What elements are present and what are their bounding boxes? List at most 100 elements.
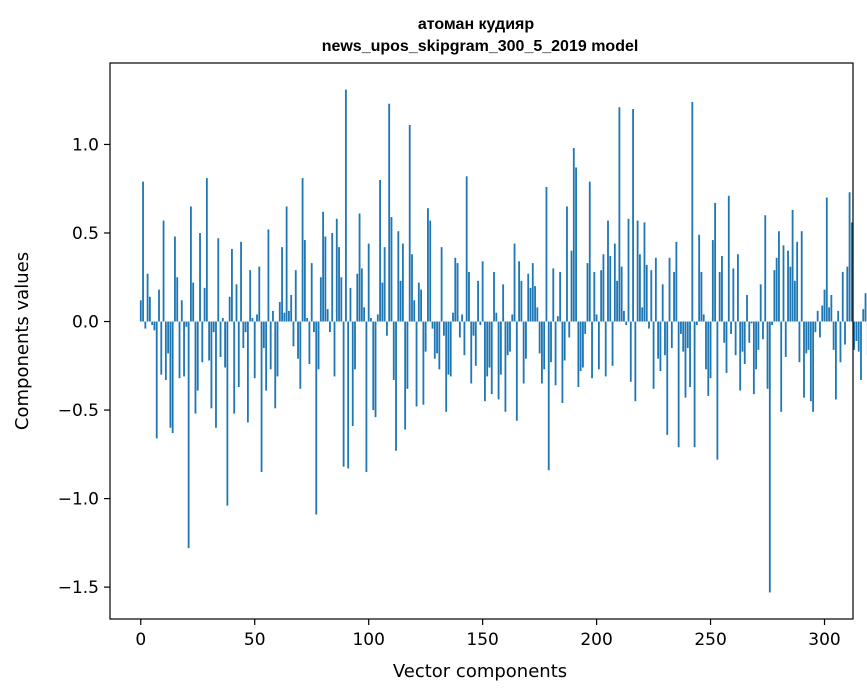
bar xyxy=(730,321,732,334)
bar xyxy=(812,321,815,412)
bar xyxy=(525,321,527,359)
bar xyxy=(447,321,450,375)
bar xyxy=(552,268,555,322)
bar xyxy=(474,321,477,366)
bar xyxy=(440,247,443,322)
chart-title-line1: атоман кудияр xyxy=(418,16,535,33)
bar xyxy=(755,321,758,370)
bar xyxy=(151,321,154,326)
bar xyxy=(793,280,796,322)
bar xyxy=(591,321,593,379)
bar xyxy=(465,176,468,322)
bar xyxy=(538,321,541,354)
bar xyxy=(545,186,548,322)
bar xyxy=(556,316,559,322)
bar xyxy=(860,321,862,380)
bar xyxy=(750,321,753,324)
bar xyxy=(568,321,571,338)
bar xyxy=(529,287,532,322)
bar xyxy=(600,270,603,322)
bar xyxy=(342,321,345,467)
bar xyxy=(215,321,217,428)
x-tick-label: 100 xyxy=(352,630,384,650)
bar xyxy=(196,321,199,391)
bar xyxy=(807,321,810,350)
bar xyxy=(686,321,689,349)
x-tick-label: 200 xyxy=(580,630,612,650)
bar xyxy=(668,257,671,322)
bar xyxy=(705,321,707,370)
bar xyxy=(155,321,158,439)
bar xyxy=(365,321,368,473)
bar xyxy=(210,321,213,409)
bar xyxy=(846,266,849,322)
bar xyxy=(798,321,801,363)
bar xyxy=(319,277,322,322)
bar xyxy=(632,109,634,322)
bar xyxy=(479,321,482,326)
bar xyxy=(823,289,826,322)
bar xyxy=(433,321,436,359)
bar xyxy=(422,321,425,405)
bar xyxy=(351,321,354,426)
bar xyxy=(691,101,694,322)
bar xyxy=(144,321,147,329)
bar xyxy=(226,321,229,506)
bar xyxy=(253,321,256,379)
bar xyxy=(372,321,375,411)
bar xyxy=(850,222,853,322)
bar xyxy=(470,321,473,384)
bar xyxy=(436,321,438,354)
bar xyxy=(607,220,609,322)
y-tick-label: −0.5 xyxy=(58,401,99,421)
bar xyxy=(258,266,261,322)
bar xyxy=(283,312,286,322)
bar xyxy=(224,321,226,368)
bar xyxy=(575,167,577,322)
bar xyxy=(759,284,762,322)
bar xyxy=(390,217,393,322)
bar xyxy=(666,321,669,435)
bar xyxy=(778,231,780,322)
bar xyxy=(306,317,309,322)
bar xyxy=(427,208,429,322)
bar xyxy=(561,321,564,403)
bar xyxy=(310,263,313,322)
bar xyxy=(233,321,236,414)
bar xyxy=(613,243,616,322)
bar xyxy=(659,321,662,372)
bar xyxy=(497,321,500,400)
bar xyxy=(518,261,521,322)
x-tick-label: 300 xyxy=(808,630,840,650)
bar xyxy=(837,310,840,322)
bar xyxy=(796,241,799,322)
bar xyxy=(301,178,304,322)
bars-group xyxy=(139,89,867,593)
bar xyxy=(582,321,584,368)
bar xyxy=(338,247,340,322)
bar xyxy=(511,314,514,322)
bar xyxy=(404,321,407,430)
bar xyxy=(203,287,206,322)
bar xyxy=(803,321,805,398)
bar xyxy=(809,321,812,402)
x-axis-label: Vector components xyxy=(393,661,567,682)
bar xyxy=(399,280,402,322)
bar xyxy=(199,232,201,322)
bar xyxy=(297,321,299,359)
bar xyxy=(331,232,334,322)
bar xyxy=(183,321,185,377)
bar xyxy=(841,271,844,322)
bar xyxy=(235,284,238,322)
bar xyxy=(278,302,281,322)
bar xyxy=(504,321,507,412)
bar xyxy=(714,202,717,322)
bar xyxy=(490,321,493,395)
bar xyxy=(654,257,657,322)
bar xyxy=(707,321,710,396)
bar xyxy=(335,218,338,322)
bar xyxy=(281,247,283,322)
bar xyxy=(153,321,156,331)
bar xyxy=(727,195,730,322)
bar xyxy=(830,294,833,322)
